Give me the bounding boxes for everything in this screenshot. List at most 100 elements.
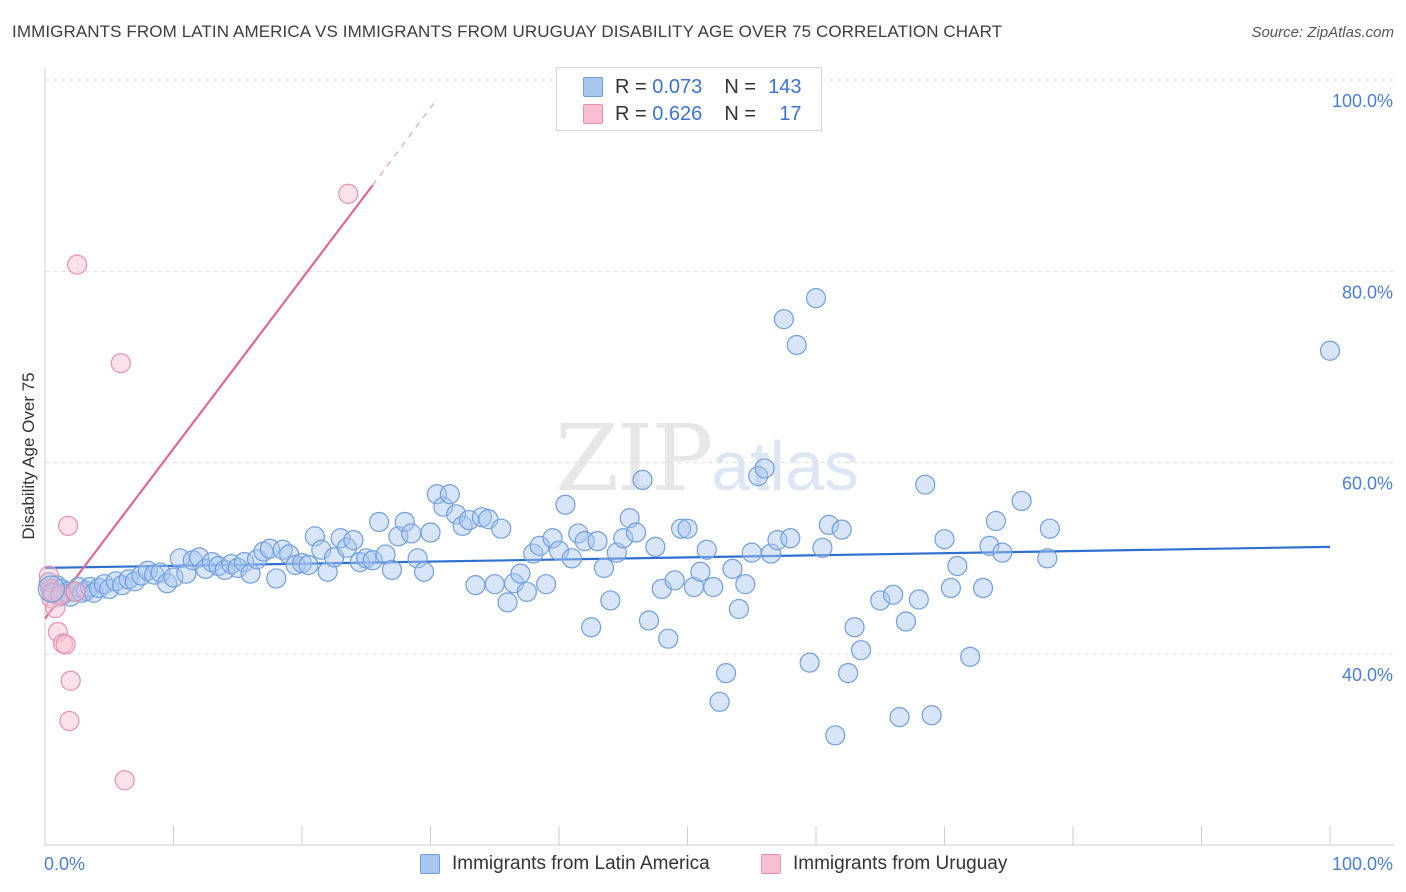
point-latin-america xyxy=(491,518,512,539)
point-latin-america xyxy=(298,554,319,576)
point-latin-america xyxy=(645,536,666,557)
point-latin-america xyxy=(934,529,955,550)
point-latin-america xyxy=(343,530,364,551)
point-latin-america xyxy=(947,555,968,577)
point-latin-america xyxy=(137,560,158,581)
point-latin-america xyxy=(433,496,454,517)
point-latin-america xyxy=(985,510,1007,532)
r-label: R = xyxy=(615,76,653,98)
data-points xyxy=(37,183,1341,791)
series-legend: Immigrants from Latin America Immigrants… xyxy=(0,852,1406,878)
trend-lines xyxy=(44,98,1331,620)
point-latin-america xyxy=(786,334,807,356)
point-latin-america xyxy=(362,550,383,571)
point-latin-america xyxy=(156,573,178,594)
point-latin-america xyxy=(465,575,486,596)
point-latin-america xyxy=(529,535,550,556)
point-latin-america xyxy=(234,552,255,573)
point-latin-america xyxy=(600,590,621,611)
point-latin-america xyxy=(767,530,788,551)
point-latin-america xyxy=(497,592,518,613)
y-tick-label: 80.0% xyxy=(1342,282,1393,302)
point-latin-america xyxy=(111,575,133,596)
point-latin-america xyxy=(516,581,537,602)
point-latin-america xyxy=(908,589,929,610)
point-latin-america xyxy=(625,522,647,543)
trend-line-uruguay xyxy=(44,184,374,620)
point-uruguay xyxy=(338,183,359,204)
y-axis-title: Disability Age Over 75 xyxy=(19,372,38,539)
point-latin-america xyxy=(613,528,634,549)
point-latin-america xyxy=(696,539,717,560)
point-latin-america xyxy=(979,535,1000,556)
point-latin-america xyxy=(741,542,762,563)
point-latin-america xyxy=(940,577,962,599)
y-tick-label: 60.0% xyxy=(1342,474,1393,494)
point-latin-america xyxy=(670,518,692,539)
point-latin-america xyxy=(304,526,325,547)
x-tick-label: 0.0% xyxy=(44,854,85,874)
point-latin-america xyxy=(754,458,775,479)
point-latin-america xyxy=(825,725,846,746)
point-latin-america xyxy=(882,584,904,605)
point-latin-america xyxy=(805,288,827,309)
legend-label-latin-america: Immigrants from Latin America xyxy=(452,853,710,874)
legend-label-uruguay: Immigrants from Uruguay xyxy=(793,853,1008,874)
point-latin-america xyxy=(870,590,891,611)
point-latin-america xyxy=(189,547,210,568)
point-latin-america xyxy=(677,518,698,539)
point-latin-america xyxy=(838,663,859,684)
n-label: N = xyxy=(724,76,762,98)
y-tick-label: 100.0% xyxy=(1332,91,1393,111)
r-value: 0.073 xyxy=(652,76,703,98)
point-latin-america xyxy=(850,640,872,661)
point-latin-america xyxy=(664,570,685,591)
y-tick-label: 40.0% xyxy=(1342,665,1393,685)
point-latin-america xyxy=(37,575,66,603)
point-uruguay xyxy=(114,770,135,791)
point-latin-america xyxy=(1011,490,1032,512)
point-latin-america xyxy=(214,559,235,580)
point-latin-america xyxy=(799,652,820,673)
point-latin-america xyxy=(381,559,403,580)
legend-swatch-latin-america xyxy=(420,854,440,874)
point-latin-america xyxy=(446,504,467,525)
point-latin-america xyxy=(889,707,910,728)
watermark-zip: ZIP xyxy=(555,405,713,512)
point-latin-america xyxy=(163,567,184,588)
point-latin-america xyxy=(760,543,782,564)
point-latin-america xyxy=(992,542,1013,563)
point-latin-america xyxy=(407,548,428,569)
point-latin-america xyxy=(536,574,557,595)
point-latin-america xyxy=(895,611,917,632)
point-latin-america xyxy=(394,511,415,533)
point-latin-america xyxy=(484,574,505,595)
point-uruguay xyxy=(110,353,131,374)
point-latin-america xyxy=(844,617,865,638)
point-latin-america xyxy=(221,553,242,575)
point-latin-america xyxy=(266,568,287,589)
point-uruguay xyxy=(65,581,86,602)
point-latin-america xyxy=(638,610,660,631)
point-latin-america xyxy=(401,523,422,544)
point-latin-america xyxy=(375,544,396,565)
axis-labels: 40.0% 60.0% 80.0% 100.0% 0.0% 100.0% Disabilit… xyxy=(19,91,1393,874)
point-latin-america xyxy=(150,562,171,583)
legend-swatch-uruguay xyxy=(583,104,603,124)
n-label: N = xyxy=(724,103,762,125)
point-latin-america xyxy=(227,557,248,579)
point-uruguay xyxy=(50,584,71,605)
n-value: 143 xyxy=(768,76,802,98)
point-latin-america xyxy=(709,691,730,712)
point-latin-america xyxy=(581,617,602,638)
point-uruguay xyxy=(55,634,76,655)
point-latin-america xyxy=(439,484,460,505)
point-latin-america xyxy=(349,552,370,573)
point-latin-america xyxy=(587,531,608,552)
point-latin-america xyxy=(831,519,852,540)
point-uruguay xyxy=(60,670,81,691)
point-latin-america xyxy=(735,574,756,595)
point-latin-america xyxy=(812,537,833,558)
point-latin-america xyxy=(76,580,97,601)
